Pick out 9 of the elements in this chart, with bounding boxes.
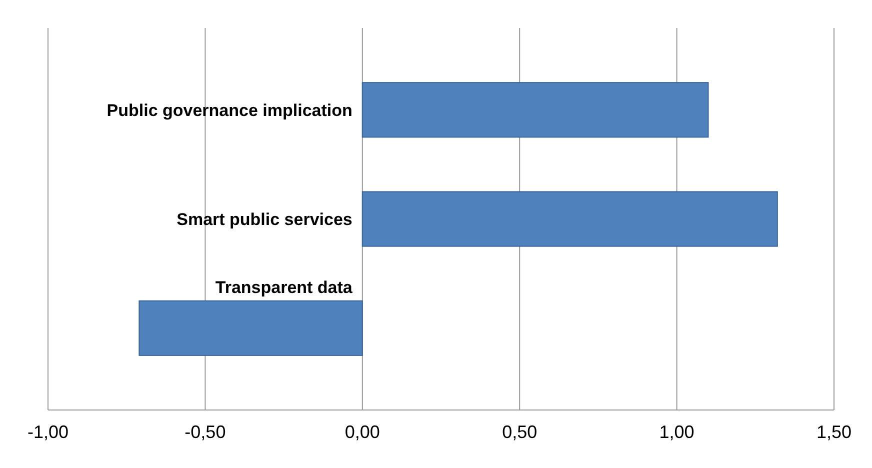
x-tick-label: -0,50 — [184, 422, 226, 442]
y-tick-label: Public governance implication — [106, 100, 352, 120]
x-tick-label: 1,00 — [659, 422, 694, 442]
y-tick-label: Smart public services — [176, 210, 352, 229]
x-tick-label: 0,00 — [344, 422, 380, 442]
y-tick-label: Transparent data — [215, 278, 353, 297]
x-tick-label: -1,00 — [27, 422, 69, 442]
x-tick-label: 0,50 — [502, 422, 538, 442]
x-tick-label: 1,50 — [816, 422, 852, 442]
